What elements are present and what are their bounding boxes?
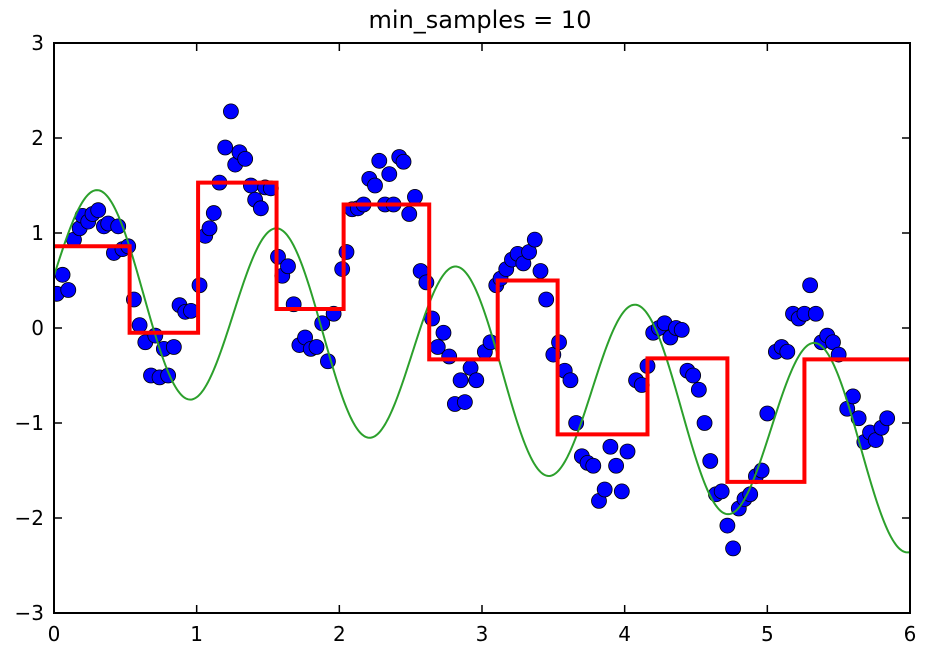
data-point — [90, 202, 107, 219]
step-prediction-line — [54, 180, 910, 484]
y-tick-label: 3 — [31, 31, 44, 55]
data-point — [690, 381, 707, 398]
data-point — [619, 443, 636, 460]
data-point — [673, 321, 690, 338]
data-point — [131, 317, 148, 334]
chart-title: min_samples = 10 — [369, 6, 592, 34]
data-point — [418, 274, 435, 291]
data-point — [702, 453, 719, 469]
data-point — [538, 291, 555, 308]
x-tick-label: 1 — [190, 622, 203, 646]
data-point — [217, 139, 234, 156]
data-point — [407, 188, 423, 205]
data-point — [802, 277, 819, 294]
data-point — [850, 410, 867, 427]
data-point — [252, 200, 269, 217]
data-point — [452, 372, 469, 389]
data-point — [205, 205, 222, 221]
x-tick-label: 6 — [904, 622, 917, 646]
data-point — [613, 483, 630, 500]
data-point — [532, 263, 549, 279]
data-point — [242, 177, 259, 194]
data-point — [435, 324, 452, 341]
data-point — [719, 517, 736, 534]
data-point — [725, 540, 741, 557]
y-tick-label: −1 — [15, 411, 44, 435]
y-tick-label: −3 — [15, 601, 44, 625]
x-tick-label: 4 — [618, 622, 631, 646]
data-point — [54, 266, 71, 283]
y-tick-label: −2 — [15, 506, 44, 530]
data-point — [401, 206, 418, 222]
data-point — [807, 305, 824, 322]
data-point — [338, 244, 355, 260]
data-point — [526, 231, 543, 248]
x-tick-label: 3 — [476, 622, 489, 646]
data-point — [308, 339, 325, 355]
model-curve — [54, 189, 910, 554]
x-tick-label: 5 — [761, 622, 774, 646]
x-tick-label: 2 — [333, 622, 346, 646]
data-point — [779, 343, 796, 360]
data-point — [685, 367, 702, 384]
data-point — [60, 282, 77, 298]
y-tick-label: 0 — [31, 316, 44, 340]
data-point — [759, 405, 776, 422]
y-tick-label: 2 — [31, 126, 44, 150]
data-point — [201, 220, 218, 237]
data-point — [879, 410, 896, 427]
plot-frame — [53, 42, 911, 614]
data-point — [223, 103, 239, 120]
data-point — [596, 481, 613, 498]
data-point — [713, 483, 730, 500]
data-point — [696, 415, 713, 431]
data-point — [441, 348, 458, 365]
y-tick-label: 1 — [31, 221, 44, 245]
data-point — [585, 457, 602, 474]
data-point — [602, 438, 619, 455]
data-point — [424, 310, 440, 327]
data-point — [237, 150, 254, 167]
data-point — [456, 394, 473, 411]
data-point — [381, 166, 398, 183]
x-tick-label: 0 — [48, 622, 61, 646]
data-point — [468, 372, 485, 389]
data-point — [165, 339, 182, 355]
data-point — [562, 372, 579, 389]
data-point — [395, 153, 412, 170]
data-point — [367, 177, 383, 194]
data-point — [608, 457, 625, 474]
data-point — [371, 152, 388, 169]
data-point — [280, 258, 296, 275]
